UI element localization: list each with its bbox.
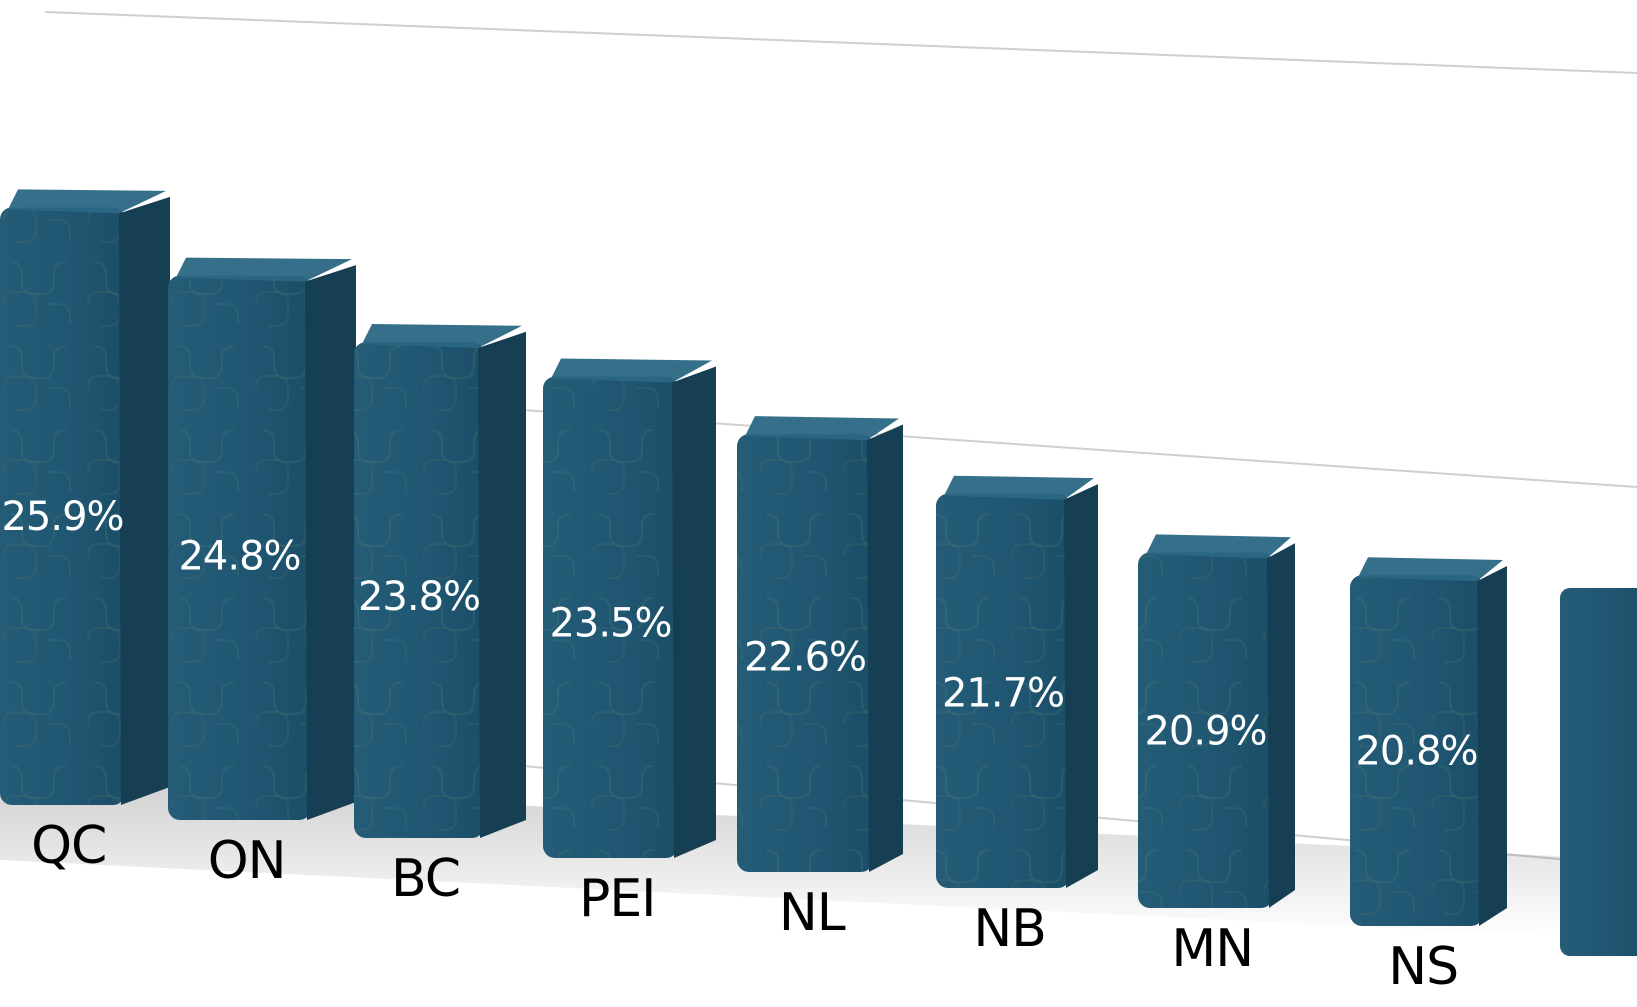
data-label-pei: 23.5%: [549, 601, 671, 647]
bar-side: [119, 196, 170, 805]
bar-pattern: [1350, 575, 1483, 926]
bar-top: [551, 358, 712, 383]
bar-side: [867, 424, 903, 872]
bar-top: [176, 257, 352, 282]
gridline-1: [44, 11, 1637, 74]
data-label-nl: 22.6%: [744, 635, 866, 681]
data-label-bc: 23.8%: [358, 574, 480, 620]
bar-pattern: [737, 434, 873, 872]
data-label-nb: 21.7%: [942, 671, 1064, 717]
bar-pattern: [0, 207, 125, 805]
bar-on: [168, 257, 356, 821]
bar-top: [362, 324, 522, 349]
bar-side: [1064, 484, 1098, 888]
bar-pei: [543, 358, 716, 858]
data-label-mn: 20.9%: [1144, 708, 1266, 754]
bar-top: [1146, 534, 1291, 559]
bar-qc: [0, 189, 170, 805]
bar-nl: [737, 416, 903, 872]
bar-top: [1358, 557, 1503, 582]
category-label-on: ON: [208, 831, 286, 891]
bar-pattern: [543, 376, 678, 858]
bar-top: [8, 189, 166, 214]
bar-side: [1477, 565, 1507, 926]
bar-pattern: [354, 342, 484, 838]
partial-bar-front: [1560, 588, 1637, 956]
bar-side: [478, 331, 526, 838]
bar-mn: [1138, 534, 1295, 908]
category-label-ns: NS: [1388, 937, 1458, 997]
data-label-qc: 25.9%: [1, 494, 123, 540]
bars: [0, 189, 1637, 956]
category-label-nb: NB: [973, 899, 1046, 959]
category-label-pei: PEI: [579, 869, 656, 929]
bar-side: [672, 366, 716, 858]
bar-pattern: [168, 275, 311, 821]
bar-bc: [354, 324, 526, 838]
bar-pattern: [1138, 552, 1273, 908]
category-label-nl: NL: [779, 883, 846, 943]
partial-next-bar: [1560, 588, 1637, 956]
bar-pattern: [936, 493, 1070, 888]
category-label-bc: BC: [391, 849, 460, 909]
bar-top: [944, 475, 1094, 500]
bar-side: [305, 265, 356, 820]
bar-side: [1267, 543, 1295, 908]
labels: 25.9% QC 24.8% ON 23.8% BC 23.5% PEI 22.6% NL 21.7…: [1, 494, 1478, 997]
data-label-ns: 20.8%: [1355, 729, 1477, 775]
category-label-qc: QC: [31, 816, 106, 876]
bar-nb: [936, 475, 1098, 888]
bar-ns: [1350, 557, 1507, 926]
category-label-mn: MN: [1171, 919, 1253, 979]
data-label-on: 24.8%: [178, 534, 300, 580]
bar-top: [745, 416, 899, 441]
